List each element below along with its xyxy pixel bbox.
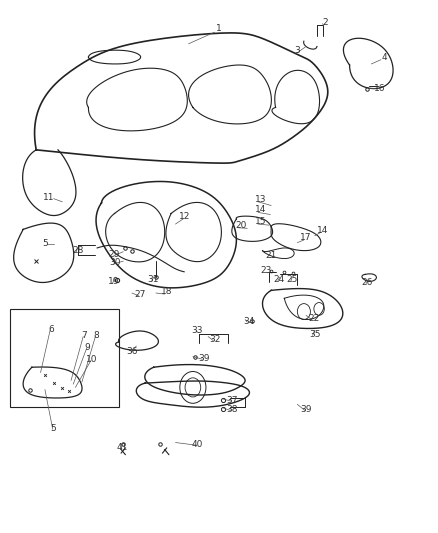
Text: 33: 33 xyxy=(191,326,203,335)
Text: 22: 22 xyxy=(308,314,319,323)
Text: 35: 35 xyxy=(309,330,321,339)
Text: 11: 11 xyxy=(42,193,54,202)
Text: 5: 5 xyxy=(51,424,57,433)
Text: 14: 14 xyxy=(317,226,328,235)
FancyBboxPatch shape xyxy=(10,309,119,407)
Text: 39: 39 xyxy=(300,405,312,414)
Text: 2: 2 xyxy=(323,18,328,27)
Text: 41: 41 xyxy=(117,443,128,453)
Text: 18: 18 xyxy=(161,287,173,296)
Text: 40: 40 xyxy=(191,440,203,449)
Text: 6: 6 xyxy=(49,325,54,334)
Text: 30: 30 xyxy=(109,258,120,266)
Text: 5: 5 xyxy=(42,239,48,248)
Text: 32: 32 xyxy=(209,335,220,344)
Text: 36: 36 xyxy=(126,347,138,356)
Text: 9: 9 xyxy=(85,343,90,352)
Text: 37: 37 xyxy=(226,395,238,405)
Text: 28: 28 xyxy=(72,246,83,255)
Text: 27: 27 xyxy=(134,290,145,299)
Text: 23: 23 xyxy=(260,266,272,275)
Text: 1: 1 xyxy=(216,25,222,34)
Text: 12: 12 xyxy=(179,212,190,221)
Text: 19: 19 xyxy=(108,277,120,286)
Text: 29: 29 xyxy=(109,250,120,259)
Text: 17: 17 xyxy=(300,233,312,242)
Text: 26: 26 xyxy=(361,278,373,287)
Text: 15: 15 xyxy=(254,217,266,226)
Text: 7: 7 xyxy=(81,331,87,340)
Text: 14: 14 xyxy=(254,205,266,214)
Text: 8: 8 xyxy=(93,331,99,340)
Text: 16: 16 xyxy=(374,84,386,93)
Text: 24: 24 xyxy=(273,275,285,284)
Text: 38: 38 xyxy=(226,405,238,414)
Text: 20: 20 xyxy=(235,221,247,230)
Text: 39: 39 xyxy=(198,354,209,363)
Text: 21: 21 xyxy=(265,251,277,260)
Text: 25: 25 xyxy=(286,275,298,284)
Text: 3: 3 xyxy=(294,46,300,55)
Text: 10: 10 xyxy=(86,355,98,364)
Text: 4: 4 xyxy=(381,53,387,62)
Text: 13: 13 xyxy=(254,195,266,204)
Text: 34: 34 xyxy=(243,317,254,326)
Text: 31: 31 xyxy=(147,275,159,284)
